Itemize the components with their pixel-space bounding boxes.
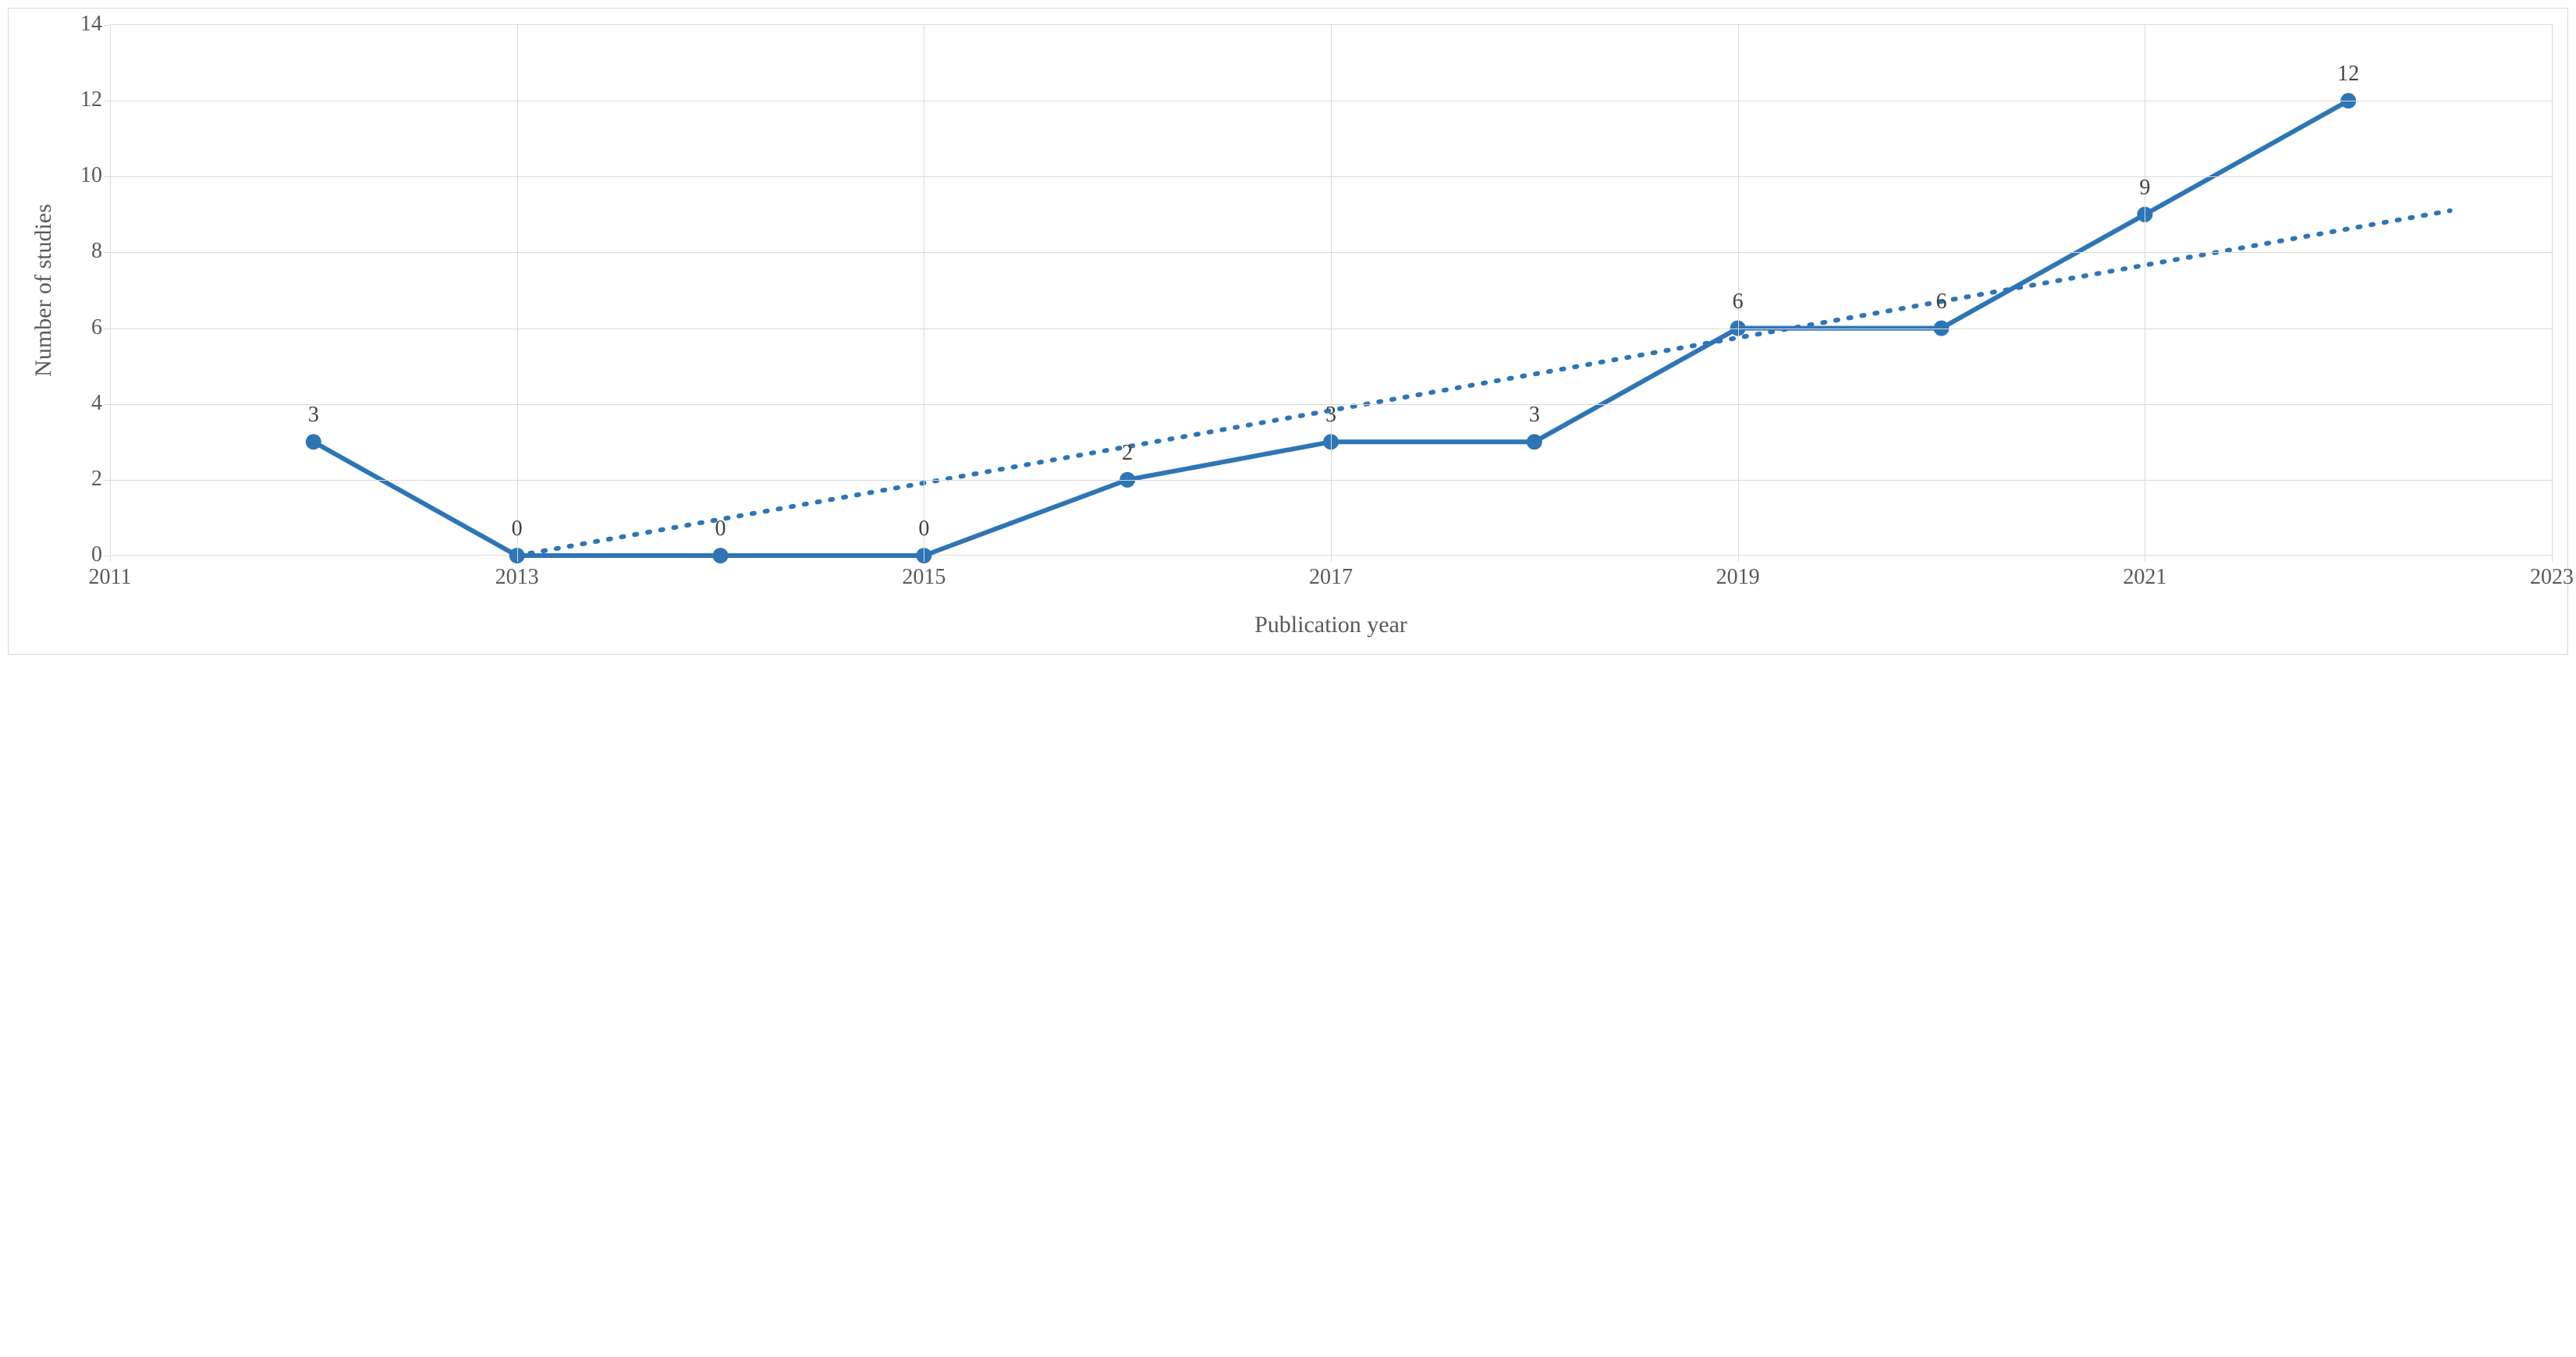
chart-layout: Number of studies 02468101214 3000233669… — [24, 24, 2552, 638]
data-label: 3 — [308, 403, 319, 428]
y-tick-label: 8 — [91, 239, 102, 264]
y-tick-label: 0 — [91, 542, 102, 567]
chart-border: Number of studies 0 2 4 6 8 10 12 14 3 0 0 0 2 3 3 6 6 9… — [8, 8, 2568, 655]
data-label: 2 — [1122, 441, 1133, 466]
x-tick-mark — [1331, 556, 1332, 562]
x-tick-mark — [110, 556, 111, 562]
x-tick-label: 2023 — [2530, 565, 2574, 590]
y-tick-label: 14 — [80, 12, 102, 37]
y-tick-label: 12 — [80, 87, 102, 112]
y-tick-mark — [104, 404, 110, 405]
grid-line-v — [1331, 25, 1332, 556]
x-tick-labels: 2011201320152017201920212023 — [110, 565, 2552, 596]
x-tick-label: 2021 — [2123, 565, 2166, 590]
x-tick-row: 2011201320152017201920212023 — [24, 565, 2552, 596]
plot-cell: 3 0 0 0 2 3 3 6 6 9 12 — [110, 24, 2552, 556]
data-label: 0 — [715, 517, 726, 542]
y-tick-mark — [104, 25, 110, 26]
x-tick-label: 2013 — [495, 565, 539, 590]
y-axis-label: Number of studies — [30, 204, 57, 377]
x-tick-mark — [2552, 556, 2553, 562]
y-tick-label: 2 — [91, 467, 102, 492]
data-label: 6 — [1936, 290, 1947, 314]
data-marker — [713, 548, 729, 563]
y-axis-label-cell: Number of studies — [24, 24, 63, 556]
y-tick-mark — [104, 480, 110, 481]
grid-line-v — [517, 25, 518, 556]
y-tick-label: 6 — [91, 315, 102, 340]
y-tick-label: 10 — [80, 163, 102, 188]
data-label: 0 — [512, 517, 523, 542]
x-axis-label: Publication year — [1254, 612, 1407, 638]
plot-area: 3 0 0 0 2 3 3 6 6 9 12 — [110, 24, 2553, 556]
x-tick-mark — [1738, 556, 1739, 562]
data-label: 0 — [918, 517, 929, 542]
plot-row: Number of studies 02468101214 3000233669… — [24, 24, 2552, 556]
y-tick-mark — [104, 176, 110, 177]
x-tick-label: 2017 — [1309, 565, 1353, 590]
data-label: 12 — [2337, 62, 2359, 87]
data-label: 6 — [1733, 290, 1744, 314]
chart-container: Number of studies 0 2 4 6 8 10 12 14 3 0 0 0 2 3 3 6 6 9… — [0, 0, 2576, 663]
y-tick-labels: 02468101214 — [63, 24, 110, 555]
x-tick-label: 2019 — [1716, 565, 1760, 590]
y-tick-label: 4 — [91, 391, 102, 416]
trendline — [517, 211, 2450, 556]
x-axis-label-row: Publication year — [24, 612, 2552, 638]
x-tick-label: 2015 — [902, 565, 946, 590]
data-label: 3 — [1325, 403, 1336, 428]
data-label: 9 — [2139, 176, 2150, 201]
y-tick-mark — [104, 252, 110, 253]
data-marker — [1527, 434, 1542, 449]
data-marker — [306, 434, 321, 449]
x-tick-label: 2011 — [89, 565, 132, 590]
data-label: 3 — [1529, 403, 1540, 428]
x-tick-mark — [517, 556, 518, 562]
